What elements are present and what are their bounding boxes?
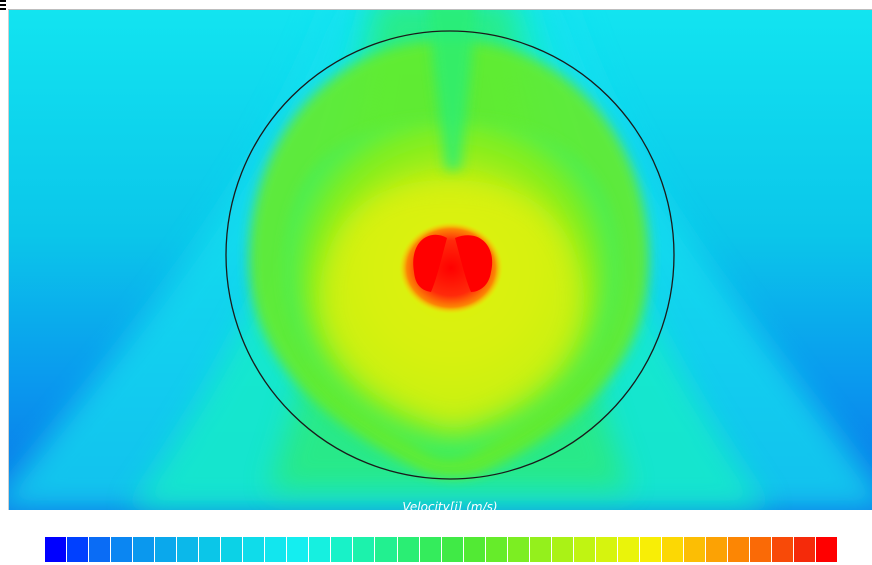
legend-color-swatch [463,537,485,562]
legend-color-swatch [529,537,551,562]
hot-spot-right-lobe [455,235,493,292]
hot-spot-left-lobe [413,234,447,292]
legend-color-swatch [45,537,67,562]
legend-color-swatch [794,537,816,562]
legend-color-swatch [199,537,221,562]
legend-tick-label: -0.44696 [490,517,544,531]
legend-color-swatch [816,537,838,562]
legend-color-swatch [287,537,309,562]
legend-tick-label: -0.69148 [332,517,386,531]
legend-tick-label: 0.042065 [804,517,862,531]
legend-color-swatch [441,537,463,562]
legend-color-swatch [683,537,705,562]
legend-color-swatch [397,537,419,562]
legend-color-swatch [67,537,89,562]
legend-color-swatch [661,537,683,562]
legend-color-swatch [639,537,661,562]
frame-corner-marks [0,0,872,10]
legend-color-swatch [265,537,287,562]
legend-color-swatch [221,537,243,562]
legend-color-swatch [617,537,639,562]
legend-color-swatch [750,537,772,562]
legend-color-swatch [485,537,507,562]
legend-color-swatch [243,537,265,562]
legend-color-swatch [155,537,177,562]
legend-color-swatch [133,537,155,562]
legend-color-swatch [551,537,573,562]
legend-color-swatch [353,537,375,562]
legend-color-swatch [331,537,353,562]
legend-tick-label: -0.20245 [648,517,702,531]
legend-color-swatch [111,537,133,562]
legend-color-swatch [573,537,595,562]
legend-color-swatch [309,537,331,562]
legend-title: Velocity[i] (m/s) [402,500,498,514]
legend-color-swatch [177,537,199,562]
legend-color-swatch [705,537,727,562]
legend-color-swatch [375,537,397,562]
legend-color-swatch [419,537,441,562]
legend-tick-label: -0.93599 [176,517,230,531]
legend-colorbar [45,537,838,562]
legend-color-swatch [507,537,529,562]
cylinder-outline [225,30,675,480]
central-streak [427,10,477,170]
legend-color-swatch [89,537,111,562]
velocity-contour-field [8,10,872,510]
legend-color-swatch [772,537,794,562]
legend-tick-label: -1.1805 [14,517,61,531]
legend-color-swatch [595,537,617,562]
legend-color-swatch [727,537,749,562]
